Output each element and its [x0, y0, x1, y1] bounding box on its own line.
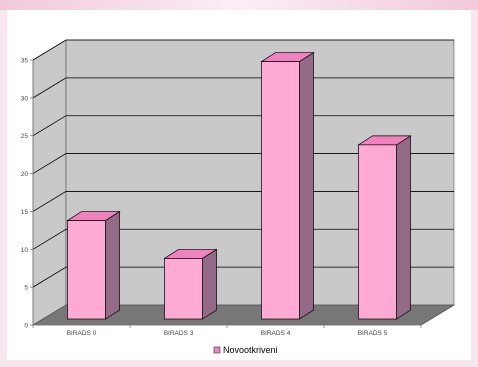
gridline [32, 153, 454, 174]
bars [66, 51, 412, 320]
bar-front [261, 61, 300, 320]
y-tick-label: 30 [21, 95, 29, 102]
bar-side [105, 210, 120, 320]
bar-2 [163, 248, 218, 320]
x-tick-label: BIRADS 4 [261, 330, 291, 337]
gridline [32, 191, 454, 212]
legend: Novootkriveni [213, 345, 278, 355]
bar-1 [66, 210, 121, 320]
y-tick-label: 35 [21, 58, 29, 65]
y-tick-label: 0 [24, 323, 28, 330]
gridline [32, 228, 454, 250]
grid-lines [32, 39, 454, 288]
y-tick-label: 15 [21, 209, 29, 216]
bar-front [67, 220, 106, 320]
x-tick-label: BIRADS 5 [358, 330, 388, 337]
bar-side [396, 135, 411, 320]
legend-swatch [213, 346, 221, 354]
bar-front [164, 258, 203, 320]
gridline [32, 39, 454, 61]
y-tick-label: 25 [21, 133, 29, 140]
bar-4 [357, 135, 412, 320]
x-axis: BIRADS 0 BIRADS 3 BIRADS 4 BIRADS 5 [32, 304, 455, 337]
gridline [32, 266, 454, 288]
gridline [32, 77, 454, 99]
bar-side [299, 51, 314, 320]
side-wall [32, 39, 67, 326]
x-tick-label: BIRADS 0 [67, 330, 97, 337]
bar-side [202, 248, 217, 320]
legend-label: Novootkriveni [223, 345, 278, 355]
bar-3 [260, 51, 315, 320]
y-axis: 0 5 10 15 20 25 30 35 [21, 58, 34, 330]
bar-front [358, 144, 397, 320]
y-tick-label: 5 [24, 285, 28, 292]
x-axis-depth-edge [420, 304, 455, 326]
y-tick-label: 10 [21, 247, 29, 254]
decorative-top-band [0, 0, 478, 10]
y-tick-label: 20 [21, 171, 29, 178]
x-tick-label: BIRADS 3 [164, 330, 194, 337]
gridline [32, 115, 454, 137]
